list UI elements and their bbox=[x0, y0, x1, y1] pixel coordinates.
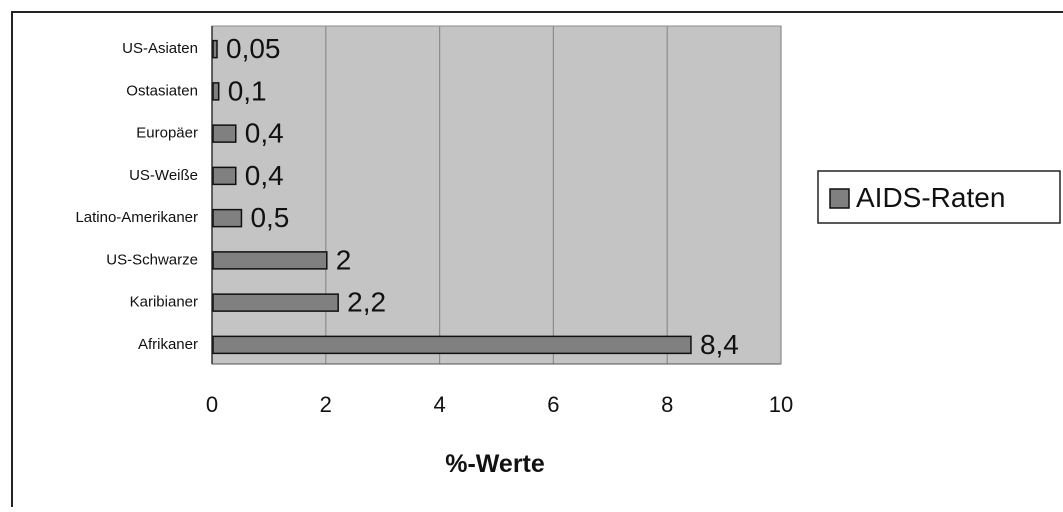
category-label: Latino-Amerikaner bbox=[75, 209, 198, 226]
x-tick-label: 6 bbox=[547, 392, 559, 417]
x-tick-label: 2 bbox=[320, 392, 332, 417]
bar bbox=[212, 39, 218, 59]
x-axis-title: %-Werte bbox=[445, 450, 545, 478]
data-label: 0,4 bbox=[245, 118, 284, 149]
bar bbox=[212, 82, 220, 101]
legend-box bbox=[817, 170, 1061, 224]
x-tick-label: 0 bbox=[206, 392, 218, 417]
category-label: Ostasiaten bbox=[126, 82, 198, 99]
legend-swatch bbox=[829, 188, 850, 209]
category-label: Europäer bbox=[136, 125, 198, 142]
data-label: 2 bbox=[336, 244, 352, 275]
bar bbox=[212, 293, 339, 312]
data-label: 0,1 bbox=[228, 75, 267, 106]
category-label: Afrikaner bbox=[138, 336, 198, 353]
plot-area bbox=[211, 25, 782, 365]
bar bbox=[212, 251, 328, 270]
bar bbox=[212, 124, 237, 143]
x-tick-label: 10 bbox=[769, 392, 793, 417]
category-label: US-Weiße bbox=[129, 167, 198, 184]
data-label: 8,4 bbox=[700, 329, 739, 360]
bar bbox=[212, 208, 243, 228]
bar bbox=[212, 166, 237, 186]
category-label: Karibianer bbox=[130, 294, 198, 311]
plot-area-group: 0,05 0,1 0,4 0,4 0,5 2 2,2 8,4 bbox=[211, 25, 782, 365]
bar bbox=[212, 335, 692, 355]
data-label: 0,05 bbox=[226, 33, 281, 64]
category-label: US-Asiaten bbox=[122, 40, 198, 57]
category-labels: US-Asiaten Ostasiaten Europäer US-Weiße Lati… bbox=[75, 40, 198, 353]
category-label: US-Schwarze bbox=[106, 251, 198, 268]
data-label: 0,4 bbox=[245, 160, 284, 191]
data-label: 0,5 bbox=[250, 202, 289, 233]
x-tick-label: 8 bbox=[661, 392, 673, 417]
x-tick-label: 4 bbox=[433, 392, 445, 417]
data-label: 2,2 bbox=[347, 287, 386, 318]
legend: AIDS-Raten bbox=[817, 170, 1061, 224]
legend-label: AIDS-Raten bbox=[856, 182, 1005, 213]
x-axis-tick-labels: 0 2 4 6 8 10 bbox=[206, 392, 793, 417]
